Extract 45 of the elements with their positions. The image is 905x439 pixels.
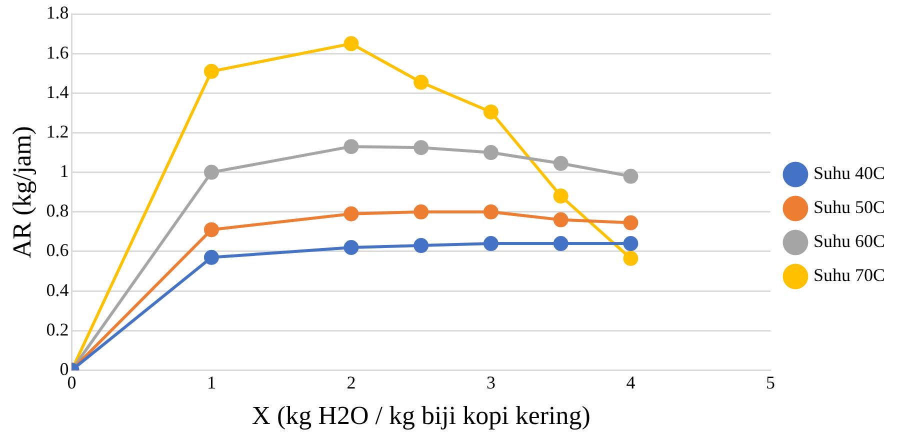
point bbox=[483, 145, 498, 160]
legend-label: Suhu 60C bbox=[813, 231, 886, 252]
y-tick-label: 1.8 bbox=[46, 2, 69, 23]
point bbox=[623, 168, 638, 184]
legend-label: Suhu 70C bbox=[813, 265, 886, 286]
point bbox=[204, 164, 219, 180]
point bbox=[553, 188, 568, 204]
point bbox=[623, 215, 638, 230]
point bbox=[344, 240, 359, 256]
y-tick-label: 1.4 bbox=[46, 82, 69, 102]
x-tick-label: 5 bbox=[766, 372, 775, 393]
point bbox=[483, 204, 498, 220]
x-tick-label: 2 bbox=[346, 372, 356, 393]
y-tick-label: 1.6 bbox=[46, 42, 69, 62]
y-tick-label: 1.2 bbox=[46, 121, 69, 142]
point bbox=[483, 104, 498, 120]
point bbox=[483, 236, 498, 252]
point bbox=[204, 222, 219, 238]
point bbox=[344, 139, 359, 154]
point bbox=[553, 156, 568, 171]
x-tick-label: 4 bbox=[626, 372, 636, 393]
y-tick-label: 0.4 bbox=[46, 280, 69, 300]
x-tick-label: 3 bbox=[486, 372, 496, 393]
y-tick-label: 0.8 bbox=[46, 200, 69, 221]
point bbox=[414, 74, 429, 90]
point bbox=[414, 238, 429, 254]
point bbox=[623, 236, 638, 252]
point bbox=[344, 36, 359, 52]
y-tick-label: 0 bbox=[60, 358, 69, 379]
point bbox=[204, 250, 219, 265]
point bbox=[414, 204, 429, 220]
y-tick-label: 0.6 bbox=[46, 240, 69, 260]
point bbox=[553, 212, 568, 228]
point bbox=[553, 236, 568, 252]
x-axis-title: X (kg H2O / kg biji kopi kering) bbox=[252, 401, 590, 430]
legend-label: Suhu 40C bbox=[813, 163, 886, 184]
y-axis-title: AR (kg/jam) bbox=[7, 126, 36, 258]
point bbox=[204, 64, 219, 79]
point bbox=[414, 140, 429, 156]
legend-label: Suhu 50C bbox=[813, 197, 886, 218]
x-tick-label: 1 bbox=[206, 372, 216, 393]
point bbox=[344, 206, 359, 222]
point bbox=[623, 250, 638, 266]
y-tick-label: 0.2 bbox=[46, 319, 69, 340]
y-tick-label: 1 bbox=[60, 161, 69, 182]
